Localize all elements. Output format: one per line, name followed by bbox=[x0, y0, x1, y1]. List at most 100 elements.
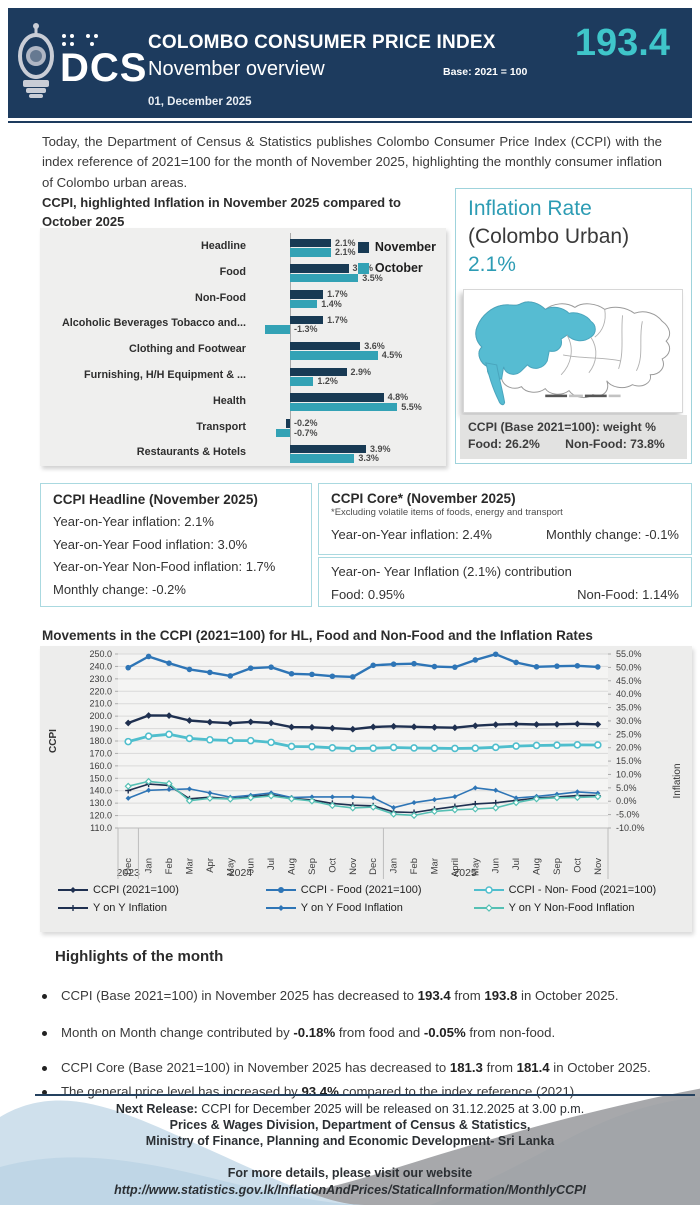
inflation-rate-box: Inflation Rate (Colombo Urban) 2.1% bbox=[455, 188, 692, 464]
page-title: COLOMBO CONSUMER PRICE INDEX bbox=[148, 32, 496, 53]
bar-category-label: Restaurants & Hotels bbox=[136, 446, 246, 459]
svg-text:Oct: Oct bbox=[327, 858, 338, 873]
ccpi-headline-title: CCPI Headline (November 2025) bbox=[53, 492, 258, 507]
bar-value-label: 1.7% bbox=[327, 289, 348, 300]
bar-row: Headline 2.1% 2.1% bbox=[40, 234, 446, 260]
svg-text:May: May bbox=[470, 858, 481, 876]
inflation-bar-chart: Headline2.1%2.1%Food3.0%3.5%Non-Food1.7%… bbox=[40, 228, 446, 466]
bar-november bbox=[290, 341, 361, 351]
svg-text:Jan: Jan bbox=[144, 858, 155, 873]
bar-value-label: 1.7% bbox=[327, 314, 348, 325]
ccpi-core-note: *Excluding volatile items of foods, ener… bbox=[331, 507, 563, 518]
svg-text:Jun: Jun bbox=[246, 858, 257, 873]
bar-value-label: -0.2% bbox=[294, 418, 318, 429]
dcs-logo-dots bbox=[60, 34, 150, 48]
base-year-label: Base: 2021 = 100 bbox=[443, 66, 528, 78]
bar-october bbox=[290, 377, 314, 386]
bar-november bbox=[286, 419, 290, 428]
bar-october bbox=[290, 402, 398, 412]
bar-value-label: 1.4% bbox=[321, 298, 342, 309]
line-legend-entry: CCPI - Non- Food (2021=100) bbox=[473, 884, 682, 896]
svg-text:Nov: Nov bbox=[593, 858, 604, 875]
weight-info-strip: CCPI (Base 2021=100): weight % Food: 26.… bbox=[460, 415, 687, 459]
bar-chart-legend: November October bbox=[357, 240, 436, 282]
svg-text:Jan: Jan bbox=[389, 858, 400, 873]
legend-entry-november: November bbox=[357, 240, 436, 254]
svg-text:140.0: 140.0 bbox=[89, 786, 112, 796]
line-chart-plot: 250.0 240.0 230.0 220.0 210.0 200.0 190.0 180.0… bbox=[48, 649, 683, 879]
bullet-dot bbox=[42, 994, 47, 999]
website-url[interactable]: http://www.statistics.gov.lk/InflationAn… bbox=[114, 1183, 586, 1197]
svg-text:150.0: 150.0 bbox=[89, 773, 112, 783]
legend-entry-october: October bbox=[357, 261, 436, 275]
svg-text:-5.0%: -5.0% bbox=[616, 810, 640, 820]
bar-november bbox=[290, 290, 324, 299]
bar-category-label: Furnishing, H/H Equipment & ... bbox=[84, 369, 246, 381]
bar-october bbox=[290, 454, 355, 463]
bar-row: Furnishing, H/H Equipment & ... 2.9% 1.2% bbox=[40, 363, 446, 389]
bar-plot-area: 3.9% 3.3% bbox=[248, 440, 444, 466]
contribution-title: Year-on- Year Inflation (2.1%) contribut… bbox=[331, 564, 572, 579]
headline-stat-line: Year-on-Year inflation: 2.1% bbox=[53, 514, 214, 529]
bar-category-label: Clothing and Footwear bbox=[129, 343, 246, 356]
svg-text:Apr: Apr bbox=[205, 858, 216, 873]
svg-text:Jun: Jun bbox=[491, 858, 502, 873]
svg-text:210.0: 210.0 bbox=[89, 699, 112, 709]
next-release-line: Next Release: CCPI for December 2025 wil… bbox=[115, 1102, 585, 1116]
map-scale-bar bbox=[545, 394, 621, 398]
bar-value-label: 3.5% bbox=[362, 272, 383, 283]
highlights-title: Highlights of the month bbox=[55, 948, 224, 965]
colombo-district-map bbox=[463, 289, 683, 413]
bar-plot-area: 3.6% 4.5% bbox=[248, 337, 444, 363]
svg-text:April: April bbox=[450, 858, 461, 877]
svg-text:Oct: Oct bbox=[572, 858, 583, 873]
contribution-nonfood: Non-Food: 1.14% bbox=[577, 587, 679, 602]
bar-value-label: 5.5% bbox=[401, 401, 422, 412]
legend-label: October bbox=[374, 261, 423, 275]
bar-value-label: 1.2% bbox=[317, 376, 338, 386]
bar-value-label: 2.1% bbox=[334, 247, 356, 257]
page-subtitle: November overview bbox=[148, 58, 325, 80]
bar-plot-area: 2.1% 2.1% bbox=[248, 234, 444, 260]
line-legend-entry: CCPI (2021=100) bbox=[58, 884, 266, 896]
ccpi-core-box: CCPI Core* (November 2025) *Excluding vo… bbox=[318, 483, 692, 555]
weight-title: CCPI (Base 2021=100): weight % bbox=[468, 420, 656, 434]
svg-text:0.0%: 0.0% bbox=[616, 796, 637, 806]
svg-text:15.0%: 15.0% bbox=[616, 756, 642, 766]
weight-nonfood: Non-Food: 73.8% bbox=[565, 437, 665, 451]
bar-plot-area: 1.7% 1.4% bbox=[248, 286, 444, 312]
map-internal-boundaries bbox=[560, 309, 643, 376]
contribution-food: Food: 0.95% bbox=[331, 587, 405, 602]
inflation-rate-value: 2.1% bbox=[468, 253, 516, 276]
svg-text:Sep: Sep bbox=[307, 858, 318, 875]
svg-text:200.0: 200.0 bbox=[89, 711, 112, 721]
header-banner: DCS COLOMBO CONSUMER PRICE INDEX Novembe… bbox=[8, 8, 692, 118]
bar-plot-area: 1.7% -1.3% bbox=[248, 311, 444, 337]
bar-category-label: Headline bbox=[200, 240, 246, 252]
bar-value-label: -0.7% bbox=[294, 427, 318, 438]
bar-category-label: Alcoholic Beverages Tobacco and... bbox=[61, 317, 246, 330]
division-line: Prices & Wages Division, Department of C… bbox=[169, 1118, 531, 1132]
svg-text:2024: 2024 bbox=[229, 867, 253, 879]
bar-november bbox=[290, 264, 349, 273]
ministry-line: Ministry of Finance, Planning and Econom… bbox=[145, 1134, 555, 1148]
ccpi-headline-box: CCPI Headline (November 2025) Year-on-Ye… bbox=[40, 483, 312, 607]
svg-text:Aug: Aug bbox=[287, 858, 298, 875]
bar-row: Non-Food 1.7% 1.4% bbox=[40, 286, 446, 312]
bar-october bbox=[290, 299, 318, 309]
headline-index-value: 193.4 bbox=[574, 22, 670, 64]
svg-text:40.0%: 40.0% bbox=[616, 689, 642, 699]
bar-october bbox=[290, 248, 331, 257]
headline-stat-line: Year-on-Year Food inflation: 3.0% bbox=[53, 536, 248, 552]
svg-text:-10.0%: -10.0% bbox=[616, 823, 645, 833]
map-coastal-tail bbox=[485, 362, 506, 406]
svg-text:110.0: 110.0 bbox=[90, 823, 112, 833]
bar-value-label: 3.9% bbox=[370, 443, 391, 454]
bar-row: Transport -0.2% -0.7% bbox=[40, 415, 446, 441]
line-chart-title: Movements in the CCPI (2021=100) for HL,… bbox=[42, 628, 593, 643]
bar-october bbox=[290, 273, 359, 283]
bar-value-label: 2.1% bbox=[334, 237, 356, 248]
highlight-bullet: CCPI Core (Base 2021=100) in November 20… bbox=[42, 1060, 682, 1075]
more-details-line: For more details, please visit our websi… bbox=[227, 1166, 473, 1180]
svg-text:170.0: 170.0 bbox=[89, 748, 112, 758]
